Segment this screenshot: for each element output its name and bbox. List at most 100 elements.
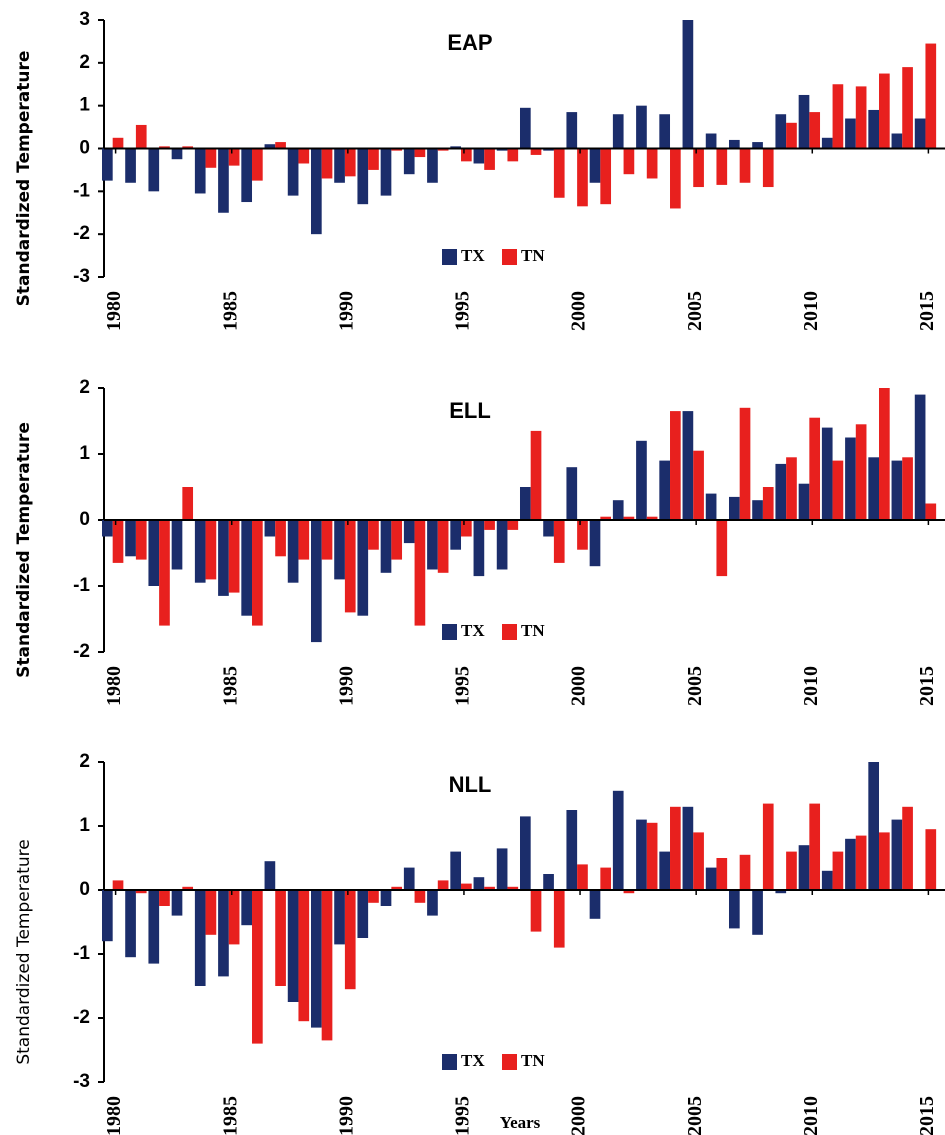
bar [891,819,903,890]
bar [298,148,310,164]
bar [566,810,578,890]
bar [543,874,554,890]
bar [659,460,671,520]
legend-label: TX [461,1051,485,1070]
x-tick-label: 2000 [568,1096,590,1135]
bar [159,890,170,906]
bar [914,118,926,149]
bar [705,867,717,890]
bar [218,148,229,213]
x-tick-label: 1990 [335,291,357,331]
chart-title: EAP [447,30,492,55]
bar [427,890,438,916]
bar [101,890,113,942]
bar [693,148,704,188]
bar [716,858,728,890]
y-tick-label: -3 [73,266,90,287]
x-tick-label: 1980 [103,1096,125,1135]
bar [821,137,833,149]
bar [553,890,565,948]
bar [403,520,415,544]
bar [205,148,217,168]
bar [391,520,403,560]
bar [264,144,276,149]
bar [135,890,147,894]
legend-swatch [502,624,517,640]
y-tick-label: -2 [73,1007,90,1028]
x-tick-label: 2005 [684,291,706,331]
bar [437,520,449,573]
panel: -3 -2 -1 0 1 2 1980 1985 1990 1995 2000 2005 2010 201… [14,751,945,1135]
bar [519,816,531,890]
y-tick-label: 0 [79,509,90,530]
legend-label: TN [521,1051,545,1070]
y-tick-label: 2 [79,52,90,73]
bar [507,520,519,530]
bar [310,890,322,1028]
x-tick-label: 1980 [103,291,125,331]
y-tick-label: -1 [73,943,90,964]
bar [786,457,797,520]
bar [925,503,937,520]
bar [101,520,113,537]
bar [473,148,485,164]
bar [530,890,542,932]
bar [612,114,624,149]
bar [450,520,462,550]
bar [612,500,624,520]
bar [519,487,531,520]
bar [205,890,217,935]
x-tick-label: 2015 [916,1096,938,1135]
bar [310,520,322,643]
y-axis-label: Standardized Temperature [14,51,34,307]
x-tick-label: 1990 [335,1096,357,1135]
bar [414,148,426,158]
bar [298,890,310,1022]
bar [101,148,113,181]
bar [855,835,867,890]
bar [925,43,937,149]
bar [739,854,751,890]
bar [902,806,913,890]
bar [762,803,774,890]
bar [821,427,833,520]
bar [321,520,333,560]
x-tick-label: 2000 [568,291,590,331]
x-tick-label: 1995 [452,666,474,706]
bar [682,20,694,149]
bar [693,450,704,520]
bar [334,890,345,945]
bar [670,806,681,890]
bar [437,148,449,151]
legend-swatch [442,1054,457,1070]
bar [171,148,183,160]
bar [832,460,844,520]
bar [752,142,763,149]
bar [252,520,263,626]
panel: -2 -1 0 1 2 1980 1985 1990 1995 2000 2005 2010 2015 E… [14,377,945,706]
bar [414,890,426,903]
bar [739,407,751,520]
bar [357,520,369,616]
chart-title: ELL [449,398,491,423]
bar [553,148,565,198]
bar [914,394,926,520]
legend-label: TN [521,246,545,265]
bar [344,148,356,177]
x-tick-label: 2010 [800,291,822,331]
bar [705,133,717,149]
x-tick-label: 1985 [219,291,241,331]
bar [775,890,787,894]
bar [543,148,554,151]
bar [275,890,286,986]
bar [809,112,821,149]
bar [275,142,286,149]
bar [135,124,147,149]
bar [194,520,206,583]
bar [623,890,635,894]
bar [670,148,681,209]
bar [403,148,415,175]
legend-label: TX [461,246,485,265]
bar [298,520,310,560]
bar [809,417,821,520]
